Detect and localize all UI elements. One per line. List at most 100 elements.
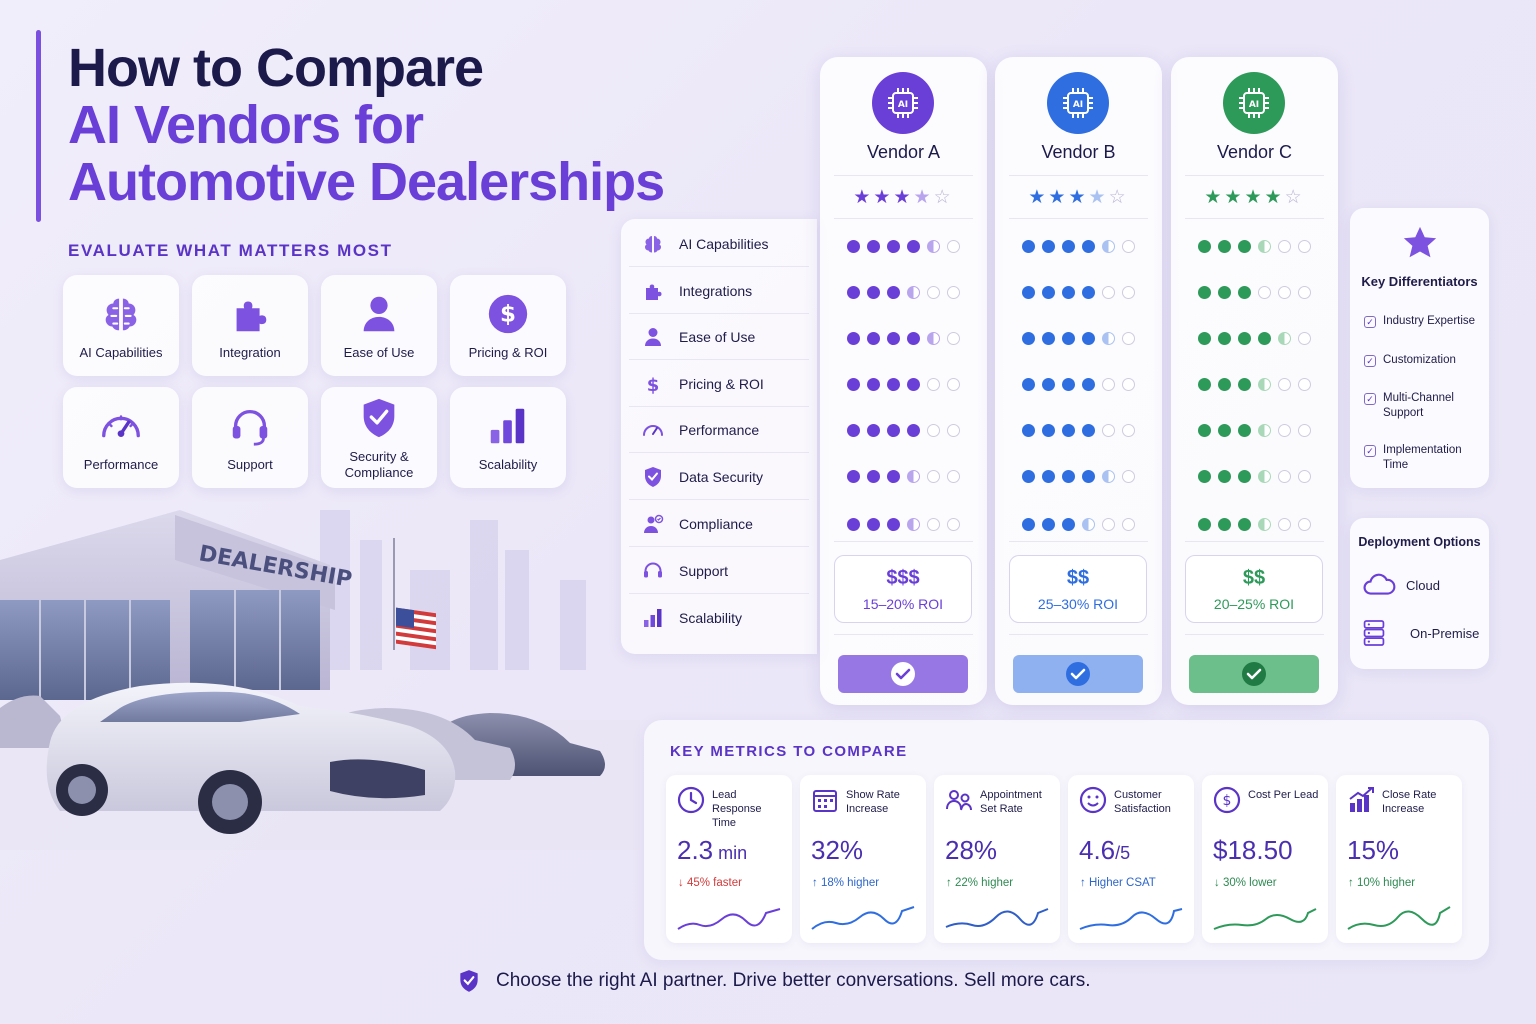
rating-dot [927, 518, 940, 531]
rating-dot [1102, 470, 1115, 483]
checkbox-icon: ✓ [1364, 355, 1376, 367]
star-rating: ★★★★☆ [1171, 186, 1338, 209]
differentiator-item[interactable]: ✓ Industry Expertise [1364, 314, 1484, 329]
tile-ease-of-use[interactable]: Ease of Use [321, 275, 437, 376]
vendor-name: Vendor C [1216, 142, 1293, 162]
select-vendor-button[interactable] [838, 655, 968, 693]
rating-dot [867, 332, 880, 345]
price-box: $$ 25–30% ROI [1009, 555, 1147, 623]
rating-dot [1122, 332, 1135, 345]
deployment-label: Cloud [1406, 577, 1440, 593]
rating-dot [1238, 518, 1251, 531]
rating-dot [1082, 286, 1095, 299]
rating-dots [820, 378, 987, 391]
tile-performance[interactable]: Performance [63, 387, 179, 488]
star-icon: ★ [1048, 187, 1069, 208]
rating-dot [1298, 286, 1311, 299]
rating-dot [887, 378, 900, 391]
rating-dots [820, 518, 987, 531]
chip-icon: AI [872, 72, 934, 134]
rating-dot [887, 286, 900, 299]
tile-label: Pricing & ROI [468, 344, 548, 360]
dollar-icon: $ [488, 294, 528, 333]
differentiator-item[interactable]: ✓ Implementation Time [1364, 443, 1484, 473]
rating-dots [820, 470, 987, 483]
star-icon: ★ [1088, 187, 1109, 208]
dollar-circle-icon: $ [1213, 786, 1241, 814]
tile-label: Performance [83, 456, 159, 472]
tile-security-compliance[interactable]: Security & Compliance [321, 387, 437, 488]
tile-label: Ease of Use [343, 344, 415, 360]
tile-integration[interactable]: Integration [192, 275, 308, 376]
rating-dot [1062, 518, 1075, 531]
dollar-icon: $ [647, 375, 660, 396]
clock-icon [677, 786, 705, 814]
rating-dot [1258, 240, 1271, 253]
differentiator-item[interactable]: ✓ Multi-Channel Support [1364, 391, 1484, 421]
metric-card: Close Rate Increase 15% ↑ 10% higher [1336, 775, 1462, 943]
rating-dot [1022, 378, 1035, 391]
metric-change: ↑ 10% higher [1348, 877, 1416, 889]
metric-number: $18.50 [1213, 835, 1293, 865]
flag-icon [396, 607, 436, 650]
criteria-row-compliance: Compliance [629, 501, 809, 547]
rating-dots [1171, 470, 1338, 483]
svg-text:AI: AI [1249, 100, 1259, 110]
sparkline [811, 906, 915, 930]
criteria-row-integrations: Integrations [629, 268, 809, 314]
rating-dot [1042, 518, 1055, 531]
rating-dot [1062, 286, 1075, 299]
tile-support[interactable]: Support [192, 387, 308, 488]
rating-dot [1122, 240, 1135, 253]
select-vendor-button[interactable] [1013, 655, 1143, 693]
rating-dot [927, 470, 940, 483]
deployment-option-on-premise[interactable]: On-Premise [1362, 618, 1479, 648]
shield-check-icon [645, 466, 661, 487]
criteria-row-performance: Performance [629, 407, 809, 453]
rating-dot [907, 424, 920, 437]
rating-dot [1198, 378, 1211, 391]
rating-dot [867, 470, 880, 483]
rating-dots [995, 424, 1162, 437]
rating-dot [1102, 286, 1115, 299]
differentiator-label: Implementation Time [1383, 444, 1462, 471]
criteria-label: Pricing & ROI [679, 375, 764, 392]
rating-dot [947, 424, 960, 437]
tile-ai-capabilities[interactable]: AI Capabilities [63, 275, 179, 376]
rating-dot [847, 378, 860, 391]
key-metrics-panel: KEY METRICS TO COMPARE Lead Response Tim… [644, 720, 1489, 960]
metric-change: ↑ 18% higher [812, 877, 880, 889]
metric-card: $ Cost Per Lead $18.50 ↓ 30% lower [1202, 775, 1328, 943]
rating-dots [995, 332, 1162, 345]
metric-title: Show Rate Increase [846, 789, 900, 815]
divider [1185, 218, 1324, 219]
select-vendor-button[interactable] [1189, 655, 1319, 693]
criteria-label: Support [679, 562, 729, 579]
rating-dot [1218, 470, 1231, 483]
rating-dot [947, 286, 960, 299]
price-tier: $$ [1242, 566, 1266, 589]
tile-scalability[interactable]: Scalability [450, 387, 566, 488]
rating-dot [1102, 240, 1115, 253]
rating-dot [1258, 286, 1271, 299]
sparkline [1347, 906, 1451, 930]
differentiator-item[interactable]: ✓ Customization [1364, 353, 1484, 368]
tile-pricing-roi[interactable]: $ Pricing & ROI [450, 275, 566, 376]
rating-dot [947, 332, 960, 345]
rating-dot [847, 518, 860, 531]
rating-dots [995, 470, 1162, 483]
metric-card: Lead Response Time 2.3 min ↓ 45% faster [666, 775, 792, 943]
differentiator-label: Multi-Channel Support [1383, 392, 1454, 419]
rating-dot [1042, 378, 1055, 391]
rating-dot [1298, 470, 1311, 483]
rating-dots [995, 240, 1162, 253]
headset-icon [644, 562, 662, 577]
rating-dot [867, 518, 880, 531]
deployment-option-cloud[interactable]: Cloud [1362, 573, 1440, 597]
rating-dot [1122, 518, 1135, 531]
metric-number: 32% [811, 835, 864, 865]
star-rating: ★★★★☆ [820, 186, 987, 209]
roi-range: 20–25% ROI [1213, 595, 1295, 612]
deployment-options-title: Deployment Options [1358, 535, 1481, 549]
sparkline [1079, 908, 1183, 930]
